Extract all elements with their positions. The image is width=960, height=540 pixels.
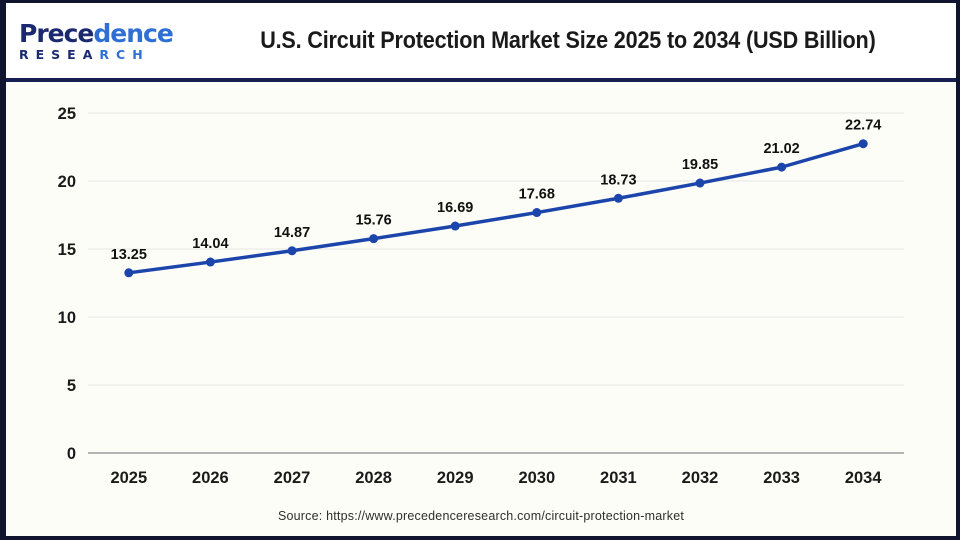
x-axis-label: 2033 [763, 469, 800, 487]
data-point-marker [695, 178, 705, 188]
data-point-marker [450, 221, 460, 231]
y-axis-tick-label: 10 [58, 309, 76, 327]
data-point-marker [777, 162, 787, 172]
data-point-label: 16.69 [437, 200, 473, 216]
logo-research-right: RCH [99, 47, 150, 63]
logo-brand-name: Precedence [19, 19, 194, 48]
title-container: U.S. Circuit Protection Market Size 2025… [194, 27, 956, 55]
data-point-label: 14.04 [192, 236, 228, 252]
data-point-label: 19.85 [682, 157, 718, 173]
x-axis-label: 2029 [437, 469, 474, 487]
y-axis-tick-label: 15 [58, 241, 76, 259]
data-point-label: 22.74 [845, 118, 881, 134]
y-axis-tick-label: 25 [58, 105, 76, 123]
x-axis-label: 2028 [355, 469, 392, 487]
data-point-label: 17.68 [519, 187, 555, 203]
x-axis-label: 2032 [682, 469, 719, 487]
x-axis-label: 2025 [110, 469, 147, 487]
header-divider [6, 78, 956, 82]
x-axis-label: 2030 [518, 469, 555, 487]
y-axis-tick-label: 5 [67, 377, 76, 395]
data-point-marker [369, 234, 379, 244]
y-axis-tick-label: 20 [58, 173, 76, 191]
x-axis-label: 2026 [192, 469, 229, 487]
data-point-label: 13.25 [111, 247, 147, 263]
precedence-research-logo: Precedence RESEARCH [19, 19, 194, 62]
data-point-marker [858, 139, 868, 149]
logo-brand-right: dence [93, 19, 173, 48]
data-point-label: 21.02 [763, 141, 799, 157]
logo-brand-left: Prece [19, 19, 94, 48]
chart-area: 0 5 10 15 20 25 2025 2026 2027 2028 2029 2030 2031 20… [6, 82, 956, 536]
logo-research-left: RESEA [19, 47, 100, 63]
data-point-label: 14.87 [274, 225, 310, 241]
data-point-marker [124, 268, 134, 278]
x-axis-label: 2027 [274, 469, 311, 487]
series-line [127, 141, 865, 275]
chart-title: U.S. Circuit Protection Market Size 2025… [260, 26, 876, 54]
x-axis-label: 2034 [845, 469, 883, 487]
data-point-label: 18.73 [600, 172, 636, 188]
data-point-marker [205, 257, 215, 267]
logo-research-label: RESEARCH [19, 48, 194, 62]
data-point-marker [532, 208, 542, 218]
header: Precedence RESEARCH U.S. Circuit Protect… [6, 3, 956, 78]
data-point-marker [287, 246, 297, 256]
data-point-label: 15.76 [355, 213, 391, 229]
data-point-marker [613, 193, 623, 203]
y-axis-tick-label: 0 [67, 445, 76, 463]
source-row: Source: https://www.precedenceresearch.c… [278, 496, 684, 536]
x-axis-label: 2031 [600, 469, 637, 487]
source-citation: Source: https://www.precedenceresearch.c… [277, 509, 685, 523]
